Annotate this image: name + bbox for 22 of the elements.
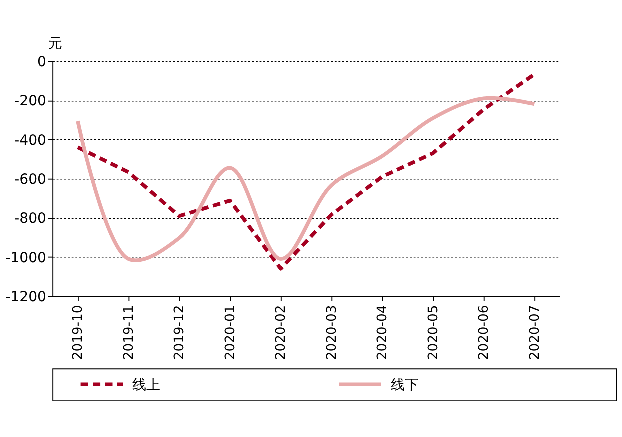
y-tick-label: -800	[14, 211, 47, 228]
x-tick-label: 2020-05	[426, 305, 442, 360]
line-series	[76, 96, 536, 262]
y-tick-label: 0	[38, 54, 47, 71]
y-tick-label: -200	[14, 94, 47, 110]
x-tick-label: 2020-01	[223, 305, 238, 360]
line-series	[76, 72, 536, 271]
y-tick-label: -1000	[6, 250, 47, 266]
x-tick-label: 2020-07	[528, 305, 543, 360]
x-tick-label: 2020-03	[324, 305, 340, 360]
legend-label: 线下	[390, 377, 419, 394]
y-tick-label: -400	[14, 132, 47, 149]
x-tick-label: 2020-06	[477, 305, 492, 360]
y-tick-label: -600	[14, 172, 47, 188]
x-tick-label: 2020-04	[376, 305, 391, 360]
y-axis-title: 元	[48, 36, 62, 52]
x-tick-label: 2020-02	[274, 305, 290, 360]
legend-label: 线上	[132, 377, 160, 394]
x-tick-label: 2019-11	[122, 305, 137, 360]
x-tick-label: 2019-12	[172, 305, 188, 360]
y-tick-label: -1200	[6, 289, 47, 306]
x-tick-label: 2019-10	[71, 305, 86, 360]
